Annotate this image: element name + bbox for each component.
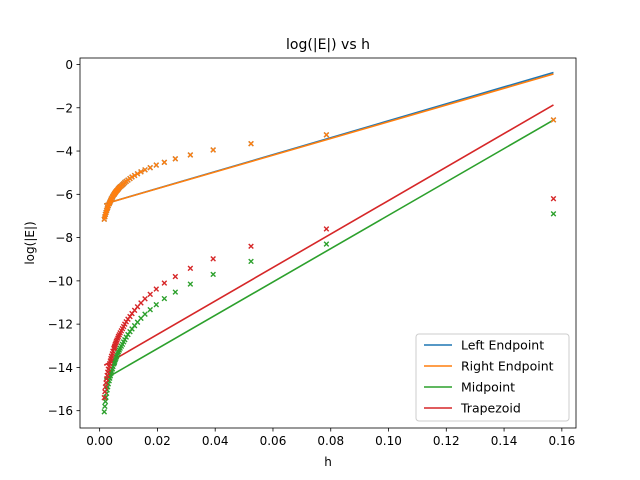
- trapezoid-point: [103, 379, 109, 386]
- right-endpoint-point: [147, 164, 153, 171]
- midpoint-point: [248, 258, 254, 265]
- axes-frame: [79, 57, 577, 429]
- midpoint-fit-line: [103, 119, 554, 381]
- trapezoid-point: [102, 388, 108, 395]
- legend-label-right-endpoint: Right Endpoint: [461, 359, 554, 374]
- y-tick-label: −16: [48, 404, 73, 418]
- y-tick-label: −12: [48, 318, 73, 332]
- legend-label-trapezoid: Trapezoid: [460, 401, 521, 416]
- y-tick-label: −2: [55, 101, 73, 115]
- trapezoid-point: [153, 286, 160, 292]
- trapezoid-point: [102, 384, 109, 390]
- trapezoid-point: [248, 243, 254, 250]
- x-tick-label: 0.06: [260, 434, 287, 448]
- y-tick-label: −14: [48, 361, 73, 375]
- midpoint-point: [187, 281, 194, 287]
- x-tick-label: 0.04: [202, 434, 229, 448]
- right-endpoint-point: [153, 162, 160, 168]
- y-tick-label: −6: [55, 188, 73, 202]
- right-endpoint-point: [131, 172, 138, 179]
- midpoint-point: [142, 311, 148, 317]
- x-axis-label: h: [324, 455, 332, 469]
- legend-box: [415, 333, 570, 422]
- trapezoid-point: [550, 195, 557, 202]
- trapezoid-point: [172, 273, 179, 280]
- midpoint-point: [102, 403, 108, 410]
- trapezoid-point: [210, 256, 216, 262]
- trapezoid-point: [101, 394, 108, 401]
- chart-title: log(|E|) vs h: [286, 37, 370, 53]
- midpoint-point: [550, 210, 557, 217]
- right-endpoint-point: [101, 216, 108, 222]
- x-tick-label: 0.10: [375, 434, 402, 448]
- x-tick-label: 0.16: [548, 434, 575, 448]
- midpoint-point: [161, 295, 168, 302]
- trapezoid-point: [161, 280, 168, 286]
- legend-label-midpoint: Midpoint: [461, 380, 515, 395]
- trapezoid-point: [323, 226, 330, 232]
- midpoint-point: [172, 289, 179, 295]
- right-endpoint-point: [138, 169, 144, 175]
- right-endpoint-point: [142, 167, 148, 173]
- right-endpoint-point: [248, 140, 254, 147]
- trapezoid-point: [129, 310, 135, 317]
- x-tick-label: 0.00: [86, 434, 113, 448]
- x-tick-label: 0.12: [433, 434, 460, 448]
- legend-label-left-endpoint: Left Endpoint: [461, 338, 544, 353]
- right-endpoint-point: [323, 132, 330, 138]
- y-tick-label: −8: [55, 231, 73, 245]
- trapezoid-point: [147, 291, 153, 298]
- right-endpoint-point: [134, 170, 141, 177]
- x-tick-label: 0.08: [317, 434, 344, 448]
- trapezoid-point: [187, 265, 194, 272]
- midpoint-point: [210, 271, 216, 278]
- y-tick-label: 0: [65, 58, 73, 72]
- y-tick-label: −10: [48, 274, 73, 288]
- y-axis: 0 −2 −4 −6 −8 −10 −12 −14 −16: [48, 58, 80, 418]
- right-endpoint-point: [161, 159, 168, 166]
- midpoint-point: [323, 241, 330, 247]
- trapezoid-point: [142, 296, 148, 302]
- y-tick-label: −4: [55, 145, 73, 159]
- midpoint-point: [153, 301, 160, 308]
- right-endpoint-fit-line: [104, 73, 554, 205]
- midpoint-point: [101, 408, 108, 415]
- midpoint-point: [147, 306, 153, 313]
- right-endpoint-point: [187, 152, 194, 158]
- right-endpoint-point: [550, 117, 557, 123]
- x-tick-label: 0.02: [144, 434, 171, 448]
- trapezoid-fit-line: [103, 104, 554, 366]
- data-markers: [101, 117, 557, 415]
- right-endpoint-point: [210, 147, 216, 153]
- right-endpoint-point: [172, 156, 179, 162]
- x-tick-label: 0.14: [491, 434, 518, 448]
- fit-lines: [103, 71, 554, 381]
- legend: Left Endpoint Right Endpoint Midpoint Trape…: [415, 333, 570, 422]
- y-axis-label: log(|E|): [23, 221, 37, 264]
- midpoint-point: [102, 398, 109, 405]
- x-axis: 0.00 0.02 0.04 0.06 0.08 0.10 0.12 0.14 0.16: [86, 428, 575, 448]
